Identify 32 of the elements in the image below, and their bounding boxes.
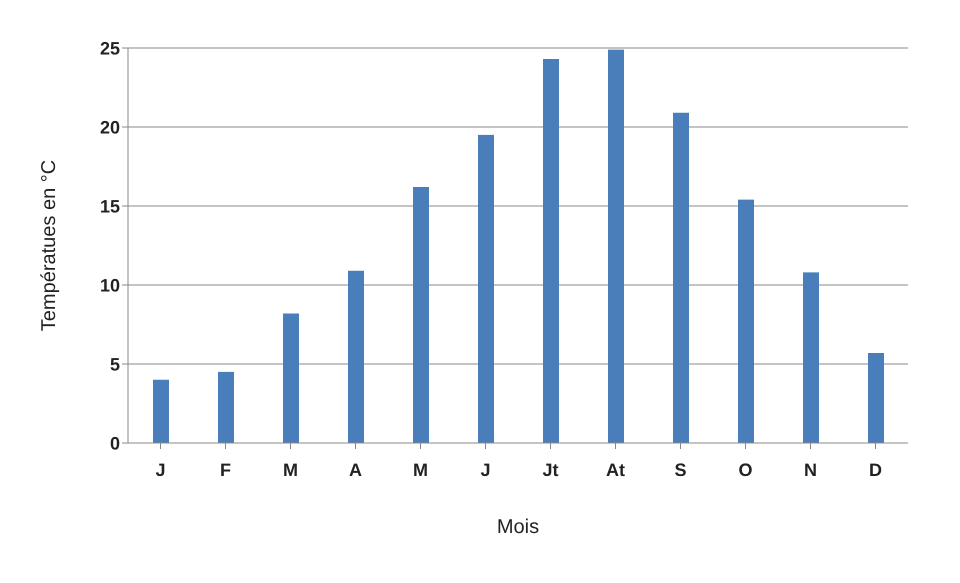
y-axis-title: Températues en °C: [38, 160, 60, 332]
y-tick-label: 15: [100, 196, 120, 216]
x-tick-label: O: [738, 460, 753, 480]
x-tick-label: F: [220, 460, 231, 480]
bar: [218, 372, 234, 443]
x-tick-label: J: [155, 460, 166, 480]
x-tick-label: J: [480, 460, 491, 480]
x-tick-label: At: [606, 460, 625, 480]
bar: [153, 380, 169, 443]
y-tick-label: 5: [110, 354, 120, 374]
bar: [348, 270, 364, 443]
y-tick-label: 20: [100, 117, 120, 138]
y-tick-label: 0: [110, 433, 120, 454]
x-tick-label: A: [349, 460, 362, 480]
bar: [738, 200, 754, 443]
bar: [478, 134, 494, 443]
bar: [803, 272, 819, 443]
bar: [283, 313, 299, 443]
y-tick-label: 10: [100, 275, 120, 296]
x-tick-label: N: [804, 460, 817, 480]
x-tick-label: M: [413, 460, 428, 480]
y-tick-label: 25: [100, 38, 120, 58]
bar: [543, 59, 559, 443]
bar: [608, 50, 624, 443]
bar: [673, 112, 689, 443]
bar: [413, 187, 429, 443]
bar: [868, 352, 884, 443]
x-tick-label: S: [674, 460, 687, 480]
x-tick-label: M: [283, 460, 298, 480]
x-tick-label: Jt: [542, 460, 559, 480]
x-axis-title: Mois: [496, 516, 540, 538]
x-tick-label: D: [869, 460, 882, 480]
